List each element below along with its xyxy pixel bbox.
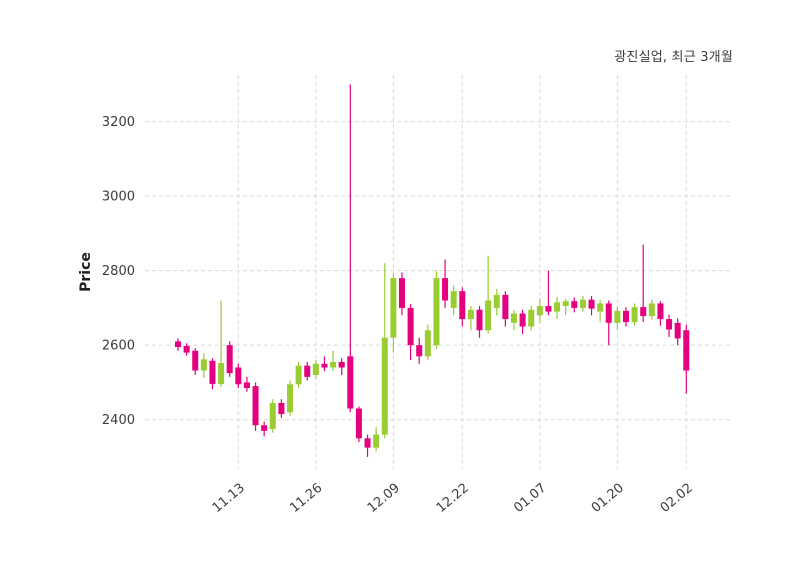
candle-body [235, 367, 242, 385]
candle-body [226, 345, 233, 374]
candle-body [381, 337, 388, 435]
candle-body [433, 278, 440, 346]
candle-body [200, 359, 207, 371]
candle-body [278, 402, 285, 415]
y-tick-label: 3200 [102, 115, 135, 130]
candle-body [209, 360, 216, 384]
candle-body [347, 356, 354, 409]
candle-body [631, 307, 638, 323]
candle-body [597, 303, 604, 312]
x-tick-label: 11.26 [287, 481, 325, 516]
candle-body [657, 303, 664, 320]
candle-body [579, 299, 586, 308]
candle-body [295, 365, 302, 385]
candle-body [545, 306, 552, 312]
y-tick-label: 3000 [102, 190, 135, 205]
candle-body [588, 299, 595, 309]
candle-body [622, 310, 629, 323]
candle-body [286, 384, 293, 413]
x-tick-label: 01.20 [589, 481, 627, 516]
x-tick-label: 02.02 [658, 481, 696, 516]
candle-body [510, 313, 517, 323]
x-tick-label: 12.09 [365, 481, 403, 516]
candle-body [330, 361, 337, 368]
candle-body [252, 386, 259, 426]
candle-body [243, 382, 250, 389]
candle-body [398, 278, 405, 308]
candle-body [502, 294, 509, 320]
candle-body [355, 408, 362, 439]
candle-body [605, 303, 612, 323]
candle-body [640, 307, 647, 317]
candle-body [459, 291, 466, 320]
y-tick-label: 2400 [102, 413, 135, 428]
chart-title: 광진실업, 최근 3개월 [614, 50, 733, 65]
candle-body [485, 300, 492, 331]
candle-body [407, 307, 414, 346]
candle-body [519, 313, 526, 327]
y-tick-label: 2600 [102, 339, 135, 354]
candle-body [571, 301, 578, 308]
candle-body [536, 306, 543, 316]
x-tick-label: 12.22 [434, 481, 472, 516]
candle-body [218, 363, 225, 384]
candle-body [648, 303, 655, 317]
candle-body [562, 301, 569, 307]
candle-body [373, 434, 380, 448]
candle-body [192, 350, 199, 371]
y-axis-label: Price [78, 252, 94, 292]
y-tick-label: 2800 [102, 264, 135, 279]
candle-body [424, 330, 431, 357]
x-tick-label: 01.07 [511, 481, 549, 516]
candle-body [674, 322, 681, 339]
candle-body [614, 310, 621, 323]
candle-body [269, 402, 276, 430]
candle-body [416, 345, 423, 357]
candle-body [312, 363, 319, 375]
x-tick-label: 11.13 [210, 481, 248, 516]
candle-body [364, 438, 371, 448]
candle-body [554, 302, 561, 312]
candle-body [390, 278, 397, 338]
candle-body [261, 425, 268, 431]
candle-body [467, 309, 474, 320]
candle-body [175, 341, 181, 348]
candle-body [683, 330, 690, 371]
candle-body [493, 294, 500, 308]
candle-body [528, 309, 535, 327]
candle-body [450, 291, 457, 308]
candle-body [442, 278, 449, 301]
candle-body [304, 365, 311, 377]
candle-body [321, 363, 328, 368]
candle-body [183, 345, 190, 353]
candle-body [338, 361, 345, 368]
candle-body [476, 309, 483, 331]
candle-body [666, 319, 673, 330]
